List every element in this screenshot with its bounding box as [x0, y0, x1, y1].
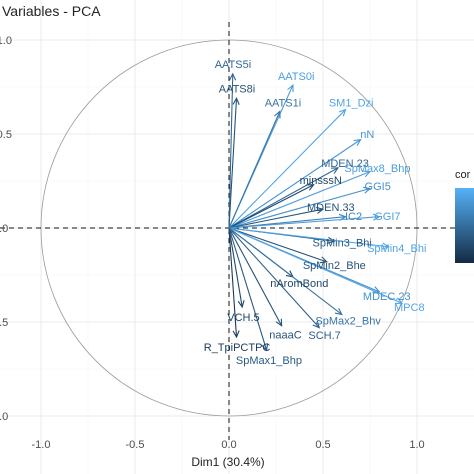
- label-nN: nN: [360, 129, 374, 141]
- label-SpMin3_Bhi: SpMin3_Bhi: [313, 237, 372, 249]
- label-SpMin4_Bhi: SpMin4_Bhi: [367, 243, 426, 255]
- label-MPC8: MPC8: [394, 302, 425, 314]
- label-minsssN: minsssN: [300, 175, 342, 187]
- arrow-GGI5: [228, 186, 372, 229]
- y-tick-label: 0.0: [0, 223, 8, 235]
- label-MDEN.23: MDEN.23: [321, 158, 369, 170]
- label-SM1_Dzi: SM1_Dzi: [329, 97, 374, 109]
- arrow-SpMax1_Bhp: [228, 227, 269, 352]
- arrow-MPC8: [228, 227, 404, 305]
- arrow-minsssN: [228, 184, 315, 229]
- arrow-AATS1i: [228, 110, 281, 229]
- label-SpMax8_Bhp: SpMax8_Bhp: [344, 163, 410, 175]
- label-SCH.7: SCH.7: [308, 330, 340, 342]
- y-tick-label: 0.5: [0, 317, 8, 329]
- arrow-AATS5i: [228, 72, 237, 229]
- label-nAromBond: nAromBond: [270, 278, 328, 290]
- label-AATS0i: AATS0i: [278, 71, 314, 83]
- tick-labels: -1.0 -0.5 0.0 0.5 1.0 1.0 0.5 0.0 -0.5 -1.0: [0, 35, 425, 451]
- arrow-SCH.7: [228, 227, 321, 329]
- x-tick-label: 0.0: [221, 439, 236, 451]
- label-IC2: IC2: [345, 211, 362, 223]
- label-AATS1i: AATS1i: [265, 97, 301, 109]
- y-tick-label: -1.0: [0, 35, 12, 47]
- label-MDEN.33: MDEN.33: [307, 202, 355, 214]
- x-tick-label: 0.5: [315, 439, 330, 451]
- arrow-GGI7: [228, 213, 381, 229]
- legend-colorbar: [455, 188, 474, 263]
- chart-title: Variables - PCA: [2, 3, 101, 19]
- label-SpMin2_Bhe: SpMin2_Bhe: [303, 260, 366, 272]
- variable-arrows: [228, 72, 404, 352]
- label-SpMax1_Bhp: SpMax1_Bhp: [236, 355, 302, 367]
- variable-labels: AATS0i AATS5i AATS8i AATS1i SM1_Dzi nN MDEN.23…: [204, 59, 427, 367]
- x-axis-label: Dim1 (30.4%): [191, 455, 264, 469]
- label-MDEC.23: MDEC.23: [363, 291, 411, 303]
- label-R_TpiPCTPC: R_TpiPCTPC: [204, 342, 271, 354]
- arrow-AATS8i: [228, 97, 240, 229]
- arrow-MDEN.23: [228, 167, 340, 229]
- x-tick-label: 1.0: [409, 439, 424, 451]
- arrow-SpMax8_Bhp: [228, 170, 372, 229]
- arrow-VCH.5: [228, 227, 245, 309]
- label-GGI5: GGI5: [365, 181, 391, 193]
- arrow-SpMax2_Bhv: [228, 227, 343, 316]
- arrow-R_TpiPCTPC: [228, 227, 240, 339]
- label-AATS8i: AATS8i: [219, 83, 255, 95]
- y-tick-label: -0.5: [0, 129, 12, 141]
- arrow-SpMin2_Bhe: [228, 227, 328, 264]
- arrow-SpMin4_Bhi: [228, 227, 391, 250]
- arrow-MDEN.33: [228, 206, 325, 229]
- x-tick-label: -1.0: [32, 439, 51, 451]
- y-tick-label: 1.0: [0, 411, 8, 423]
- label-SpMax2_Bhv: SpMax2_Bhv: [315, 316, 381, 328]
- arrow-nN: [228, 138, 362, 229]
- label-VCH.5: VCH.5: [227, 312, 259, 324]
- x-tick-label: -0.5: [126, 439, 145, 451]
- label-AATS5i: AATS5i: [215, 59, 251, 71]
- label-GGI7: GGI7: [374, 211, 400, 223]
- legend-title: cor: [455, 169, 471, 181]
- arrow-SM1_Dzi: [228, 108, 347, 229]
- label-naaaC: naaaC: [269, 330, 301, 342]
- legend: cor: [455, 169, 474, 263]
- arrow-naaaC: [228, 227, 283, 327]
